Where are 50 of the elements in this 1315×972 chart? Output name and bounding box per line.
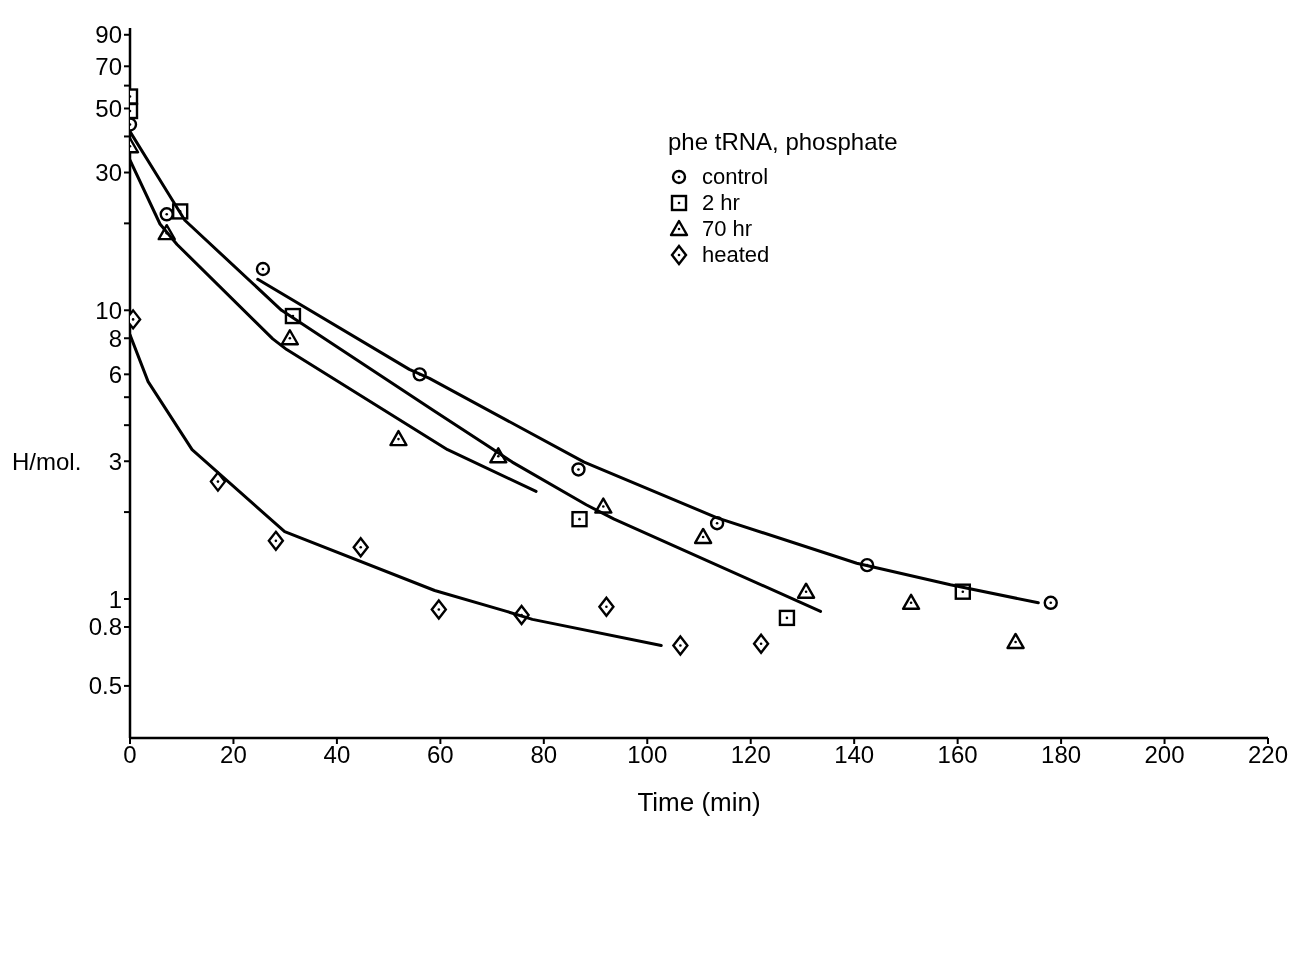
y-tick-label: 1 (108, 585, 122, 613)
x-tick-label: 60 (427, 741, 454, 769)
point (571, 462, 586, 477)
x-tick-label: 200 (1144, 741, 1185, 769)
legend-label: heated (702, 242, 770, 268)
point (255, 261, 271, 277)
y-tick-label: 8 (108, 324, 122, 352)
y-tick-label: 70 (95, 52, 122, 80)
legend-label: 2 hr (702, 190, 740, 216)
point (280, 329, 300, 346)
point (672, 635, 689, 656)
legend-label: 70 hr (702, 216, 753, 242)
x-tick-label: 20 (220, 741, 247, 769)
y-tick-label: 50 (95, 95, 122, 122)
y-axis-title: H/mol. (12, 448, 82, 476)
point (778, 609, 796, 627)
point (352, 537, 369, 558)
point (159, 207, 174, 222)
point (693, 527, 713, 545)
y-tick-label: 3 (108, 447, 122, 475)
point (267, 530, 285, 552)
point (752, 633, 770, 654)
legend-label: control (702, 164, 769, 190)
point (571, 510, 588, 528)
point (1043, 595, 1058, 611)
x-axis-title: Time (min) (637, 787, 761, 817)
x-tick-label: 120 (730, 741, 771, 769)
x-tick-label: 140 (834, 741, 875, 769)
legend-title: phe tRNA, phosphate (668, 128, 898, 156)
point (598, 596, 615, 617)
y-tick-label: 0.5 (88, 672, 122, 700)
x-tick-label: 0 (123, 741, 137, 769)
y-tick-label: 10 (95, 296, 122, 324)
line-series (256, 277, 1040, 605)
x-tick-label: 40 (323, 741, 351, 769)
x-tick-label: 160 (937, 741, 978, 769)
x-tick-label: 220 (1247, 741, 1289, 769)
point (901, 593, 921, 611)
x-tick-label: 80 (530, 741, 558, 769)
point (389, 429, 408, 447)
point (1006, 632, 1025, 650)
x-tick-label: 100 (627, 741, 668, 769)
y-tick-label: 30 (95, 159, 122, 187)
y-tick-label: 6 (108, 360, 122, 388)
point (209, 471, 227, 492)
point (430, 599, 448, 620)
point (796, 582, 816, 599)
x-tick-label: 180 (1041, 741, 1082, 769)
y-tick-label: 90 (95, 21, 122, 49)
y-tick-label: 0.8 (88, 613, 122, 641)
